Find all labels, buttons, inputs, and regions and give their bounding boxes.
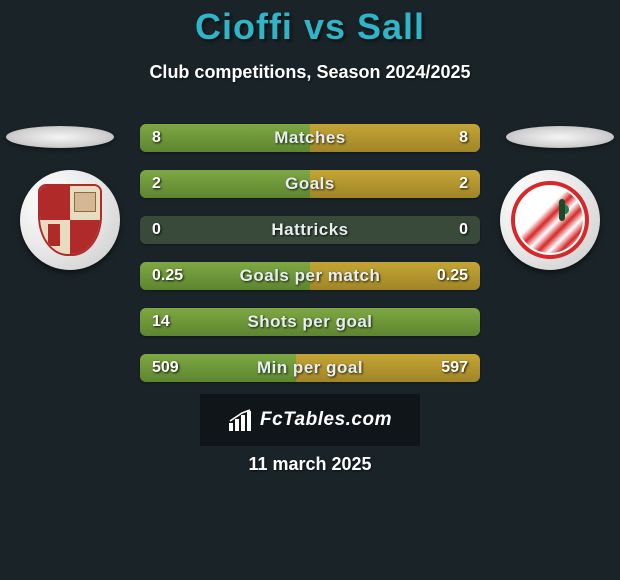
stat-row: 8 Matches 8 — [140, 124, 480, 152]
comparison-subtitle: Club competitions, Season 2024/2025 — [0, 62, 620, 83]
stat-left-value: 2 — [152, 170, 161, 198]
player-left-pedestal — [6, 126, 114, 148]
stat-row: 14 Shots per goal — [140, 308, 480, 336]
club-crest-left-icon — [38, 184, 102, 256]
player-left-badge — [20, 170, 120, 270]
stat-right-value: 8 — [459, 124, 468, 152]
stat-right-value: 0 — [459, 216, 468, 244]
stat-row: 0.25 Goals per match 0.25 — [140, 262, 480, 290]
stat-left-value: 0.25 — [152, 262, 183, 290]
stat-fill-left — [140, 124, 310, 152]
stat-row: 509 Min per goal 597 — [140, 354, 480, 382]
stat-left-value: 0 — [152, 216, 161, 244]
brand-chart-icon — [228, 409, 254, 431]
stat-fill-right — [310, 170, 480, 198]
brand-text: FcTables.com — [260, 409, 392, 431]
brand-box[interactable]: FcTables.com — [200, 394, 420, 446]
stat-right-value: 597 — [441, 354, 468, 382]
stat-fill-left — [140, 170, 310, 198]
comparison-title: Cioffi vs Sall — [0, 0, 620, 48]
stat-right-value: 0.25 — [437, 262, 468, 290]
stat-left-value: 14 — [152, 308, 170, 336]
stat-row: 2 Goals 2 — [140, 170, 480, 198]
stat-left-value: 509 — [152, 354, 179, 382]
stats-panel: 8 Matches 8 2 Goals 2 0 Hattricks 0 0.25… — [140, 124, 480, 400]
date-line: 11 march 2025 — [0, 454, 620, 475]
player-right-badge — [500, 170, 600, 270]
stat-fill-left — [140, 308, 480, 336]
stat-row: 0 Hattricks 0 — [140, 216, 480, 244]
stat-right-value: 2 — [459, 170, 468, 198]
club-crest-right-icon — [511, 181, 589, 259]
stat-fill-right — [310, 124, 480, 152]
stat-left-value: 8 — [152, 124, 161, 152]
player-right-pedestal — [506, 126, 614, 148]
